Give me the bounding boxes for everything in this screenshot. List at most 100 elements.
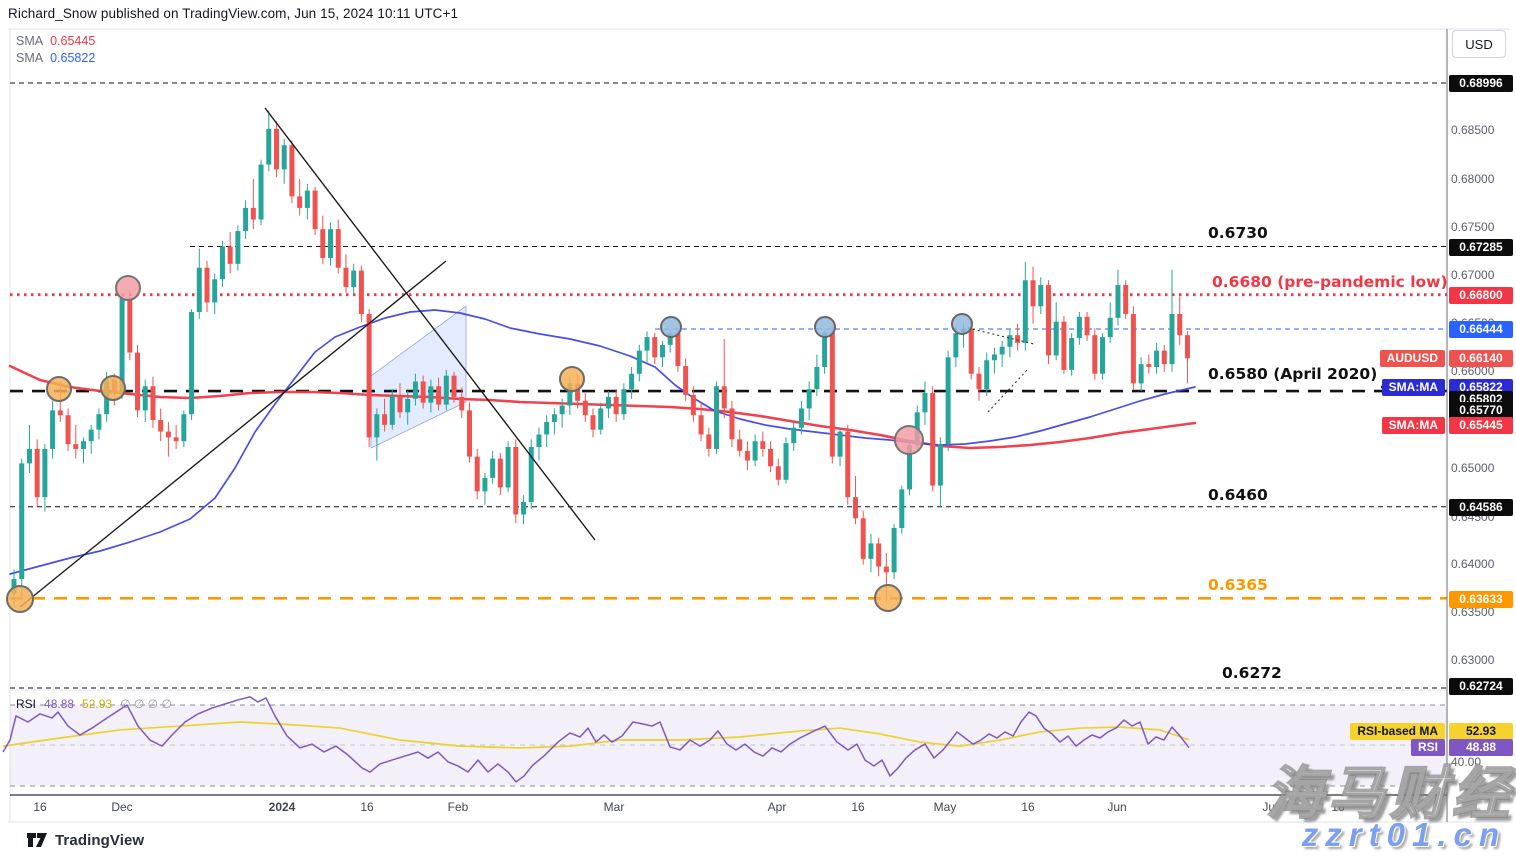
time-tick-Mar: Mar (603, 800, 625, 814)
time-tick-16: 16 (360, 800, 374, 814)
candle-body (521, 501, 527, 515)
candle-body (567, 383, 573, 406)
candle-body (405, 398, 411, 413)
level-label-0.646: 0.6460 (1208, 486, 1268, 504)
sma-label: SMA (16, 34, 44, 48)
line-label-badge-RSI: RSI (1410, 738, 1445, 756)
candle-body (11, 579, 17, 594)
sma-blue-line (9, 309, 1196, 575)
pink-circle-marker (115, 275, 141, 301)
time-tick-Dec: Dec (111, 800, 133, 814)
candle-body (1161, 350, 1167, 365)
candle-body (721, 386, 727, 409)
price-badge-52.93: 52.93 (1449, 722, 1513, 740)
candle-body (644, 337, 650, 351)
rsi-legend[interactable]: RSI 48.88 52.93 ∅ ∅ ∅ ∅ (16, 697, 180, 711)
orange-circle-marker (6, 585, 34, 613)
price-badge-0.63633: 0.63633 (1449, 590, 1513, 608)
candle-body (474, 456, 480, 492)
candle-body (374, 414, 380, 438)
candle-body (737, 439, 743, 451)
candle-body (297, 196, 303, 208)
price-tick-0.63500: 0.63500 (1451, 605, 1495, 619)
time-tick-16: 16 (851, 800, 865, 814)
candle-body (227, 246, 233, 264)
candle-body (1061, 321, 1067, 370)
candle-body (775, 466, 781, 480)
price-tick-0.64000: 0.64000 (1451, 557, 1495, 571)
candle-body (814, 366, 820, 390)
orange-circle-marker (100, 375, 126, 401)
candle-body (19, 463, 25, 580)
candle-body (1092, 335, 1098, 374)
candle-body (135, 352, 141, 411)
candle-body (312, 190, 318, 230)
watermark-url: zzrt01.cn (1301, 816, 1506, 853)
candle-body (96, 414, 102, 430)
price-badge-0.66800: 0.66800 (1449, 286, 1513, 304)
currency-selector-button[interactable]: USD (1452, 30, 1506, 58)
candle-body (73, 444, 79, 449)
candle-body (204, 267, 210, 303)
candle-body (690, 394, 696, 416)
candle-body (88, 429, 94, 442)
candle-body (868, 543, 874, 559)
time-tick-Feb: Feb (447, 800, 469, 814)
candle-body (629, 373, 635, 390)
candle-body (412, 381, 418, 399)
candle-body (976, 373, 982, 390)
candle-body (698, 415, 704, 435)
time-tick-May: May (933, 800, 957, 814)
rsi-line (2, 696, 1190, 783)
line-label-badge-SMA:MA: SMA:MA (1381, 378, 1445, 396)
candle-body (196, 267, 202, 313)
candle-body (1130, 313, 1136, 384)
candle-body (621, 389, 627, 415)
candle-body (1123, 285, 1129, 314)
candle-body (65, 415, 71, 445)
candle-body (320, 229, 326, 259)
candle-body (667, 333, 673, 345)
candle-body (212, 279, 218, 303)
blue-circle-marker (660, 316, 682, 338)
candle-body (258, 164, 264, 220)
price-badge-0.64586: 0.64586 (1449, 498, 1513, 516)
rsi-value: 48.88 (44, 697, 75, 711)
trendline-1 (264, 107, 596, 541)
candle-body (181, 414, 187, 442)
sma-value: 0.65445 (50, 34, 96, 48)
candle-body (891, 527, 897, 573)
tradingview-logo[interactable]: TradingView (26, 830, 144, 850)
candle-body (783, 443, 789, 480)
time-tick-2024: 2024 (268, 800, 296, 814)
watermark-chinese: 海马财经 (1265, 761, 1514, 827)
orange-circle-marker (46, 376, 72, 402)
price-tick-0.65000: 0.65000 (1451, 461, 1495, 475)
candle-body (876, 543, 882, 567)
candle-body (899, 489, 905, 528)
candle-body (127, 298, 133, 353)
candle-body (551, 414, 557, 422)
price-badge-0.65445: 0.65445 (1449, 416, 1513, 434)
candle-body (528, 447, 534, 502)
candle-body (837, 431, 843, 457)
candle-body (1084, 316, 1090, 336)
price-tick-0.63000: 0.63000 (1451, 653, 1495, 667)
candle-body (459, 396, 465, 411)
candle-body (1184, 335, 1190, 359)
sma-legend-row-slow[interactable]: SMA 0.65822 (16, 50, 95, 67)
line-label-badge-AUDUSD: AUDUSD (1379, 349, 1445, 367)
candle-body (559, 405, 565, 415)
candle-body (1030, 280, 1036, 307)
sma-legend-row-fast[interactable]: SMA 0.65445 (16, 33, 95, 50)
chart-title: Richard_Snow published on TradingView.co… (8, 6, 459, 21)
candle-body (1053, 321, 1059, 356)
rsi-ma-line (2, 721, 1190, 749)
candle-body (845, 431, 851, 498)
candle-body (937, 444, 943, 486)
candle-body (497, 458, 503, 488)
price-badge-0.68996: 0.68996 (1449, 74, 1513, 92)
candle-body (1138, 364, 1144, 384)
